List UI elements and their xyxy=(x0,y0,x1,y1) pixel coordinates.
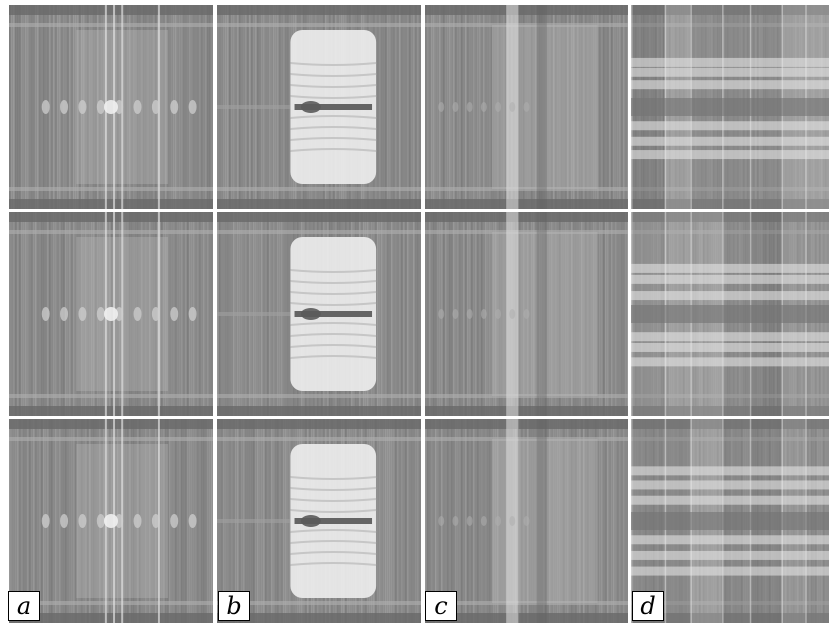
panel-c-row-1 xyxy=(425,5,628,209)
panel-texture xyxy=(217,419,421,623)
panel-texture xyxy=(425,419,628,623)
panel-b-row-3 xyxy=(217,419,421,623)
panel-texture xyxy=(631,212,829,416)
panel-texture xyxy=(9,419,213,623)
panel-a-row-2 xyxy=(9,212,213,416)
label-a: a xyxy=(8,591,40,621)
panel-d-row-2 xyxy=(631,212,829,416)
panel-texture xyxy=(9,212,213,416)
panel-c-row-3 xyxy=(425,419,628,623)
panel-b-row-2 xyxy=(217,212,421,416)
label-c: c xyxy=(425,591,457,621)
label-b: b xyxy=(218,591,250,621)
panel-texture xyxy=(631,419,829,623)
panel-c-row-2 xyxy=(425,212,628,416)
panel-a-row-1 xyxy=(9,5,213,209)
panel-texture xyxy=(425,212,628,416)
panel-b-row-1 xyxy=(217,5,421,209)
panel-texture xyxy=(217,212,421,416)
panel-d-row-1 xyxy=(631,5,829,209)
panel-texture xyxy=(631,5,829,209)
panel-texture xyxy=(425,5,628,209)
panel-texture xyxy=(9,5,213,209)
label-d: d xyxy=(632,591,664,621)
panel-texture xyxy=(217,5,421,209)
panel-d-row-3 xyxy=(631,419,829,623)
panel-a-row-3 xyxy=(9,419,213,623)
